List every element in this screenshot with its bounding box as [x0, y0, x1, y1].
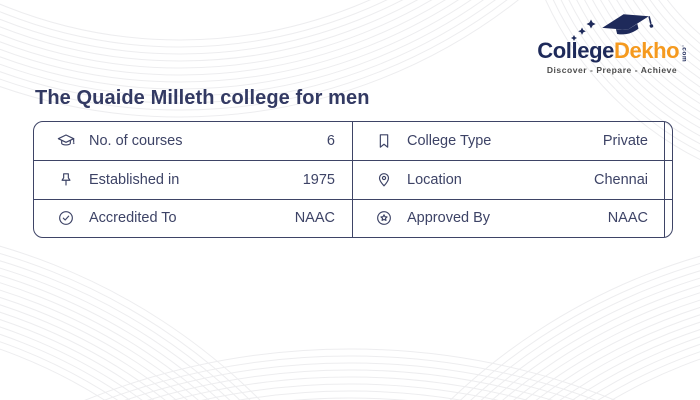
info-cell-established: Established in 1975: [34, 160, 353, 199]
info-cell-approved: Approved By NAAC: [353, 198, 672, 237]
logo-college-text: College: [537, 38, 614, 63]
logo-wordmark: College Dekho .com: [536, 38, 688, 63]
info-value: Chennai: [593, 171, 648, 188]
logo-dotcom-text: .com: [680, 45, 688, 63]
info-value: 6: [326, 133, 335, 150]
graduation-cap-icon: [56, 131, 76, 151]
info-value: NAAC: [607, 210, 648, 227]
check-circle-icon: [56, 208, 76, 228]
location-pin-icon: [374, 170, 394, 190]
info-label: Approved By: [407, 210, 491, 227]
info-label: College Type: [407, 133, 492, 150]
info-cell-accredited: Accredited To NAAC: [34, 198, 353, 237]
star-badge-icon: [374, 208, 394, 228]
info-label: Location: [407, 171, 462, 188]
graduation-cap-with-stars-icon: [571, 14, 654, 41]
info-cell-courses: No. of courses 6: [34, 122, 353, 161]
college-info-table: No. of courses 6 College Type Private Es…: [33, 121, 673, 238]
info-label: Established in: [89, 171, 180, 188]
info-value: Private: [602, 133, 648, 150]
info-value: 1975: [302, 171, 335, 188]
info-cell-location: Location Chennai: [353, 160, 672, 198]
logo-dekho-text: Dekho: [613, 38, 680, 63]
info-cell-college-type: College Type Private: [353, 122, 672, 160]
pushpin-icon: [56, 170, 76, 190]
logo-tagline: Discover - Prepare - Achieve: [546, 65, 678, 75]
page-title: The Quaide Milleth college for men: [35, 87, 370, 110]
info-label: Accredited To: [89, 210, 177, 227]
info-value: NAAC: [294, 210, 335, 227]
info-label: No. of courses: [89, 133, 183, 150]
collegedekho-logo[interactable]: College Dekho .com Discover - Prepare - Ac…: [536, 10, 688, 75]
bookmark-icon: [374, 131, 394, 151]
